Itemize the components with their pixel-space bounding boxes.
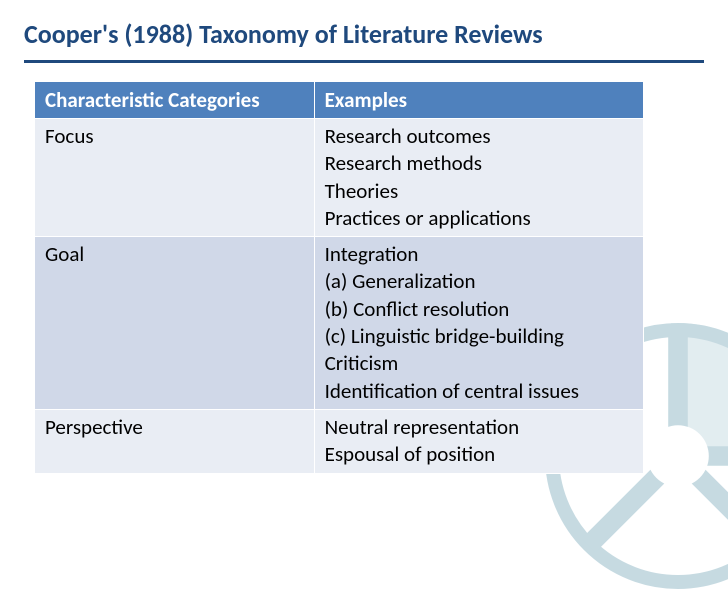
- table-wrap: Characteristic Categories Examples Focus…: [24, 81, 704, 474]
- slide-container: Cooper's (1988) Taxonomy of Literature R…: [0, 0, 728, 546]
- title-underline: [24, 60, 704, 63]
- cell-category: Goal: [35, 237, 315, 410]
- header-categories: Characteristic Categories: [35, 82, 315, 119]
- header-examples: Examples: [314, 82, 643, 119]
- table-row: Goal Integration(a) Generalization(b) Co…: [35, 237, 644, 410]
- cell-examples: Research outcomesResearch methodsTheorie…: [314, 119, 643, 237]
- taxonomy-table: Characteristic Categories Examples Focus…: [34, 81, 644, 474]
- cell-category: Focus: [35, 119, 315, 237]
- table-header-row: Characteristic Categories Examples: [35, 82, 644, 119]
- cell-examples: Integration(a) Generalization(b) Conflic…: [314, 237, 643, 410]
- cell-category: Perspective: [35, 409, 315, 473]
- table-body: Focus Research outcomesResearch methodsT…: [35, 119, 644, 474]
- table-row: Focus Research outcomesResearch methodsT…: [35, 119, 644, 237]
- table-row: Perspective Neutral representationEspous…: [35, 409, 644, 473]
- cell-examples: Neutral representationEspousal of positi…: [314, 409, 643, 473]
- slide-title: Cooper's (1988) Taxonomy of Literature R…: [24, 18, 704, 50]
